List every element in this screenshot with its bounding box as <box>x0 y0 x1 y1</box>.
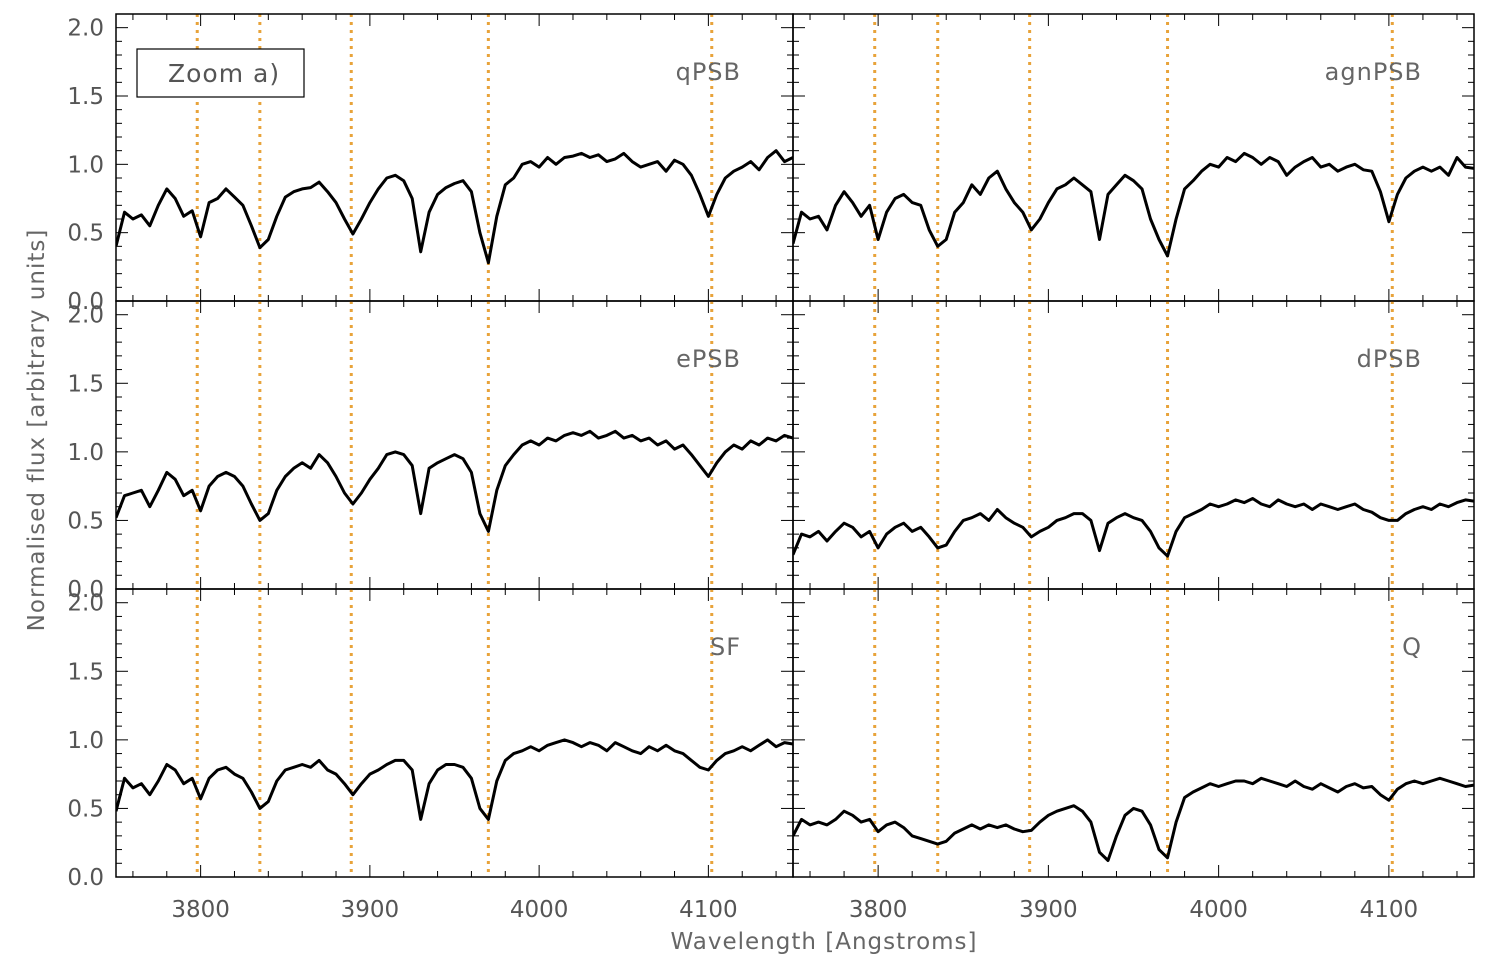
spectrum-line-qPSB <box>116 149 793 265</box>
panel-agnPSB: agnPSB <box>792 13 1475 302</box>
y-tick-label: 0.5 <box>67 221 104 247</box>
x-tick-label: 4000 <box>1189 897 1248 923</box>
panel-label-SF: SF <box>710 633 741 661</box>
panel-Q: Q <box>792 588 1475 878</box>
y-tick-label: 1.0 <box>67 728 104 754</box>
x-tick-label: 3900 <box>1019 897 1078 923</box>
panel-SF: SF <box>115 588 794 878</box>
y-tick-label: 0.5 <box>67 796 104 822</box>
panel-frame <box>792 588 1475 878</box>
y-tick-label: 2.0 <box>67 303 104 329</box>
tick-labels-layer: 0.00.51.01.52.00.00.51.01.52.00.00.51.01… <box>67 16 1418 923</box>
spectrum-line-dPSB <box>793 497 1474 558</box>
y-tick-label: 1.5 <box>67 84 104 110</box>
panel-label-qPSB: qPSB <box>676 58 741 86</box>
x-tick-label: 3800 <box>849 897 908 923</box>
x-tick-label: 4100 <box>679 897 738 923</box>
y-tick-label: 2.0 <box>67 16 104 42</box>
panel-label-agnPSB: agnPSB <box>1325 58 1422 86</box>
panel-label-ePSB: ePSB <box>676 345 741 373</box>
panel-label-Q: Q <box>1402 633 1422 661</box>
y-tick-label: 1.0 <box>67 152 104 178</box>
x-tick-label: 4000 <box>510 897 569 923</box>
spectrum-line-SF <box>116 738 793 821</box>
y-axis-title: Normalised flux [arbitrary units] <box>24 229 50 632</box>
y-tick-label: 1.0 <box>67 440 104 466</box>
x-tick-label: 3800 <box>171 897 230 923</box>
panel-frame <box>115 588 794 878</box>
panel-qPSB: qPSB <box>115 13 794 302</box>
spectrum-line-agnPSB <box>793 151 1474 258</box>
panel-label-dPSB: dPSB <box>1357 345 1422 373</box>
y-tick-label: 0.0 <box>67 289 104 315</box>
zoom-label: Zoom a) <box>168 59 280 88</box>
y-tick-label: 0.5 <box>67 508 104 534</box>
x-axis-title: Wavelength [Angstroms] <box>670 929 977 955</box>
x-tick-label: 4100 <box>1360 897 1419 923</box>
y-tick-label: 1.5 <box>67 371 104 397</box>
spectrum-line-ePSB <box>116 429 793 533</box>
panels-layer: qPSB agnPSB ePSB dPSB SF Q <box>115 13 1475 878</box>
x-tick-label: 3900 <box>341 897 400 923</box>
panel-ePSB: ePSB <box>115 300 794 590</box>
panel-dPSB: dPSB <box>792 300 1475 590</box>
y-tick-label: 0.0 <box>67 577 104 603</box>
y-tick-label: 2.0 <box>67 591 104 617</box>
zoom-box: Zoom a) <box>136 48 305 98</box>
spectrum-line-Q <box>793 776 1474 862</box>
y-tick-label: 0.0 <box>67 865 104 891</box>
y-tick-label: 1.5 <box>67 659 104 685</box>
